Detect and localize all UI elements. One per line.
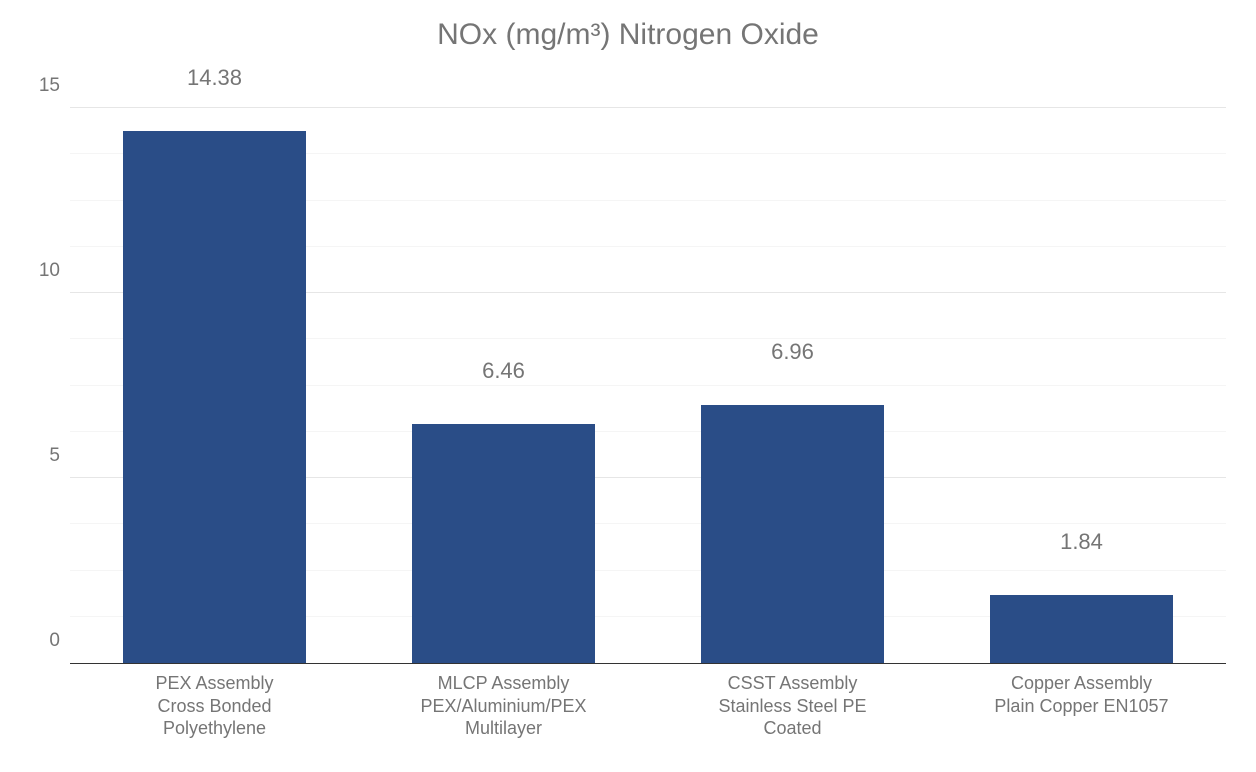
bar-value-label: 14.38 — [187, 65, 242, 91]
bar-value-label: 6.46 — [482, 358, 525, 384]
y-tick-label: 5 — [49, 445, 70, 467]
x-category-label: Copper Assembly Plain Copper EN1057 — [944, 672, 1219, 717]
plot-area-wrap: 05101514.386.466.961.84 PEX Assembly Cro… — [70, 72, 1226, 754]
plot-area: 05101514.386.466.961.84 — [70, 72, 1226, 664]
x-category-label: PEX Assembly Cross Bonded Polyethylene — [77, 672, 352, 740]
bar-value-label: 1.84 — [1060, 529, 1103, 555]
x-category-label: CSST Assembly Stainless Steel PE Coated — [655, 672, 930, 740]
bar — [701, 405, 883, 663]
y-tick-label: 10 — [39, 260, 70, 282]
bar — [412, 424, 594, 663]
bar — [123, 131, 305, 663]
nox-bar-chart: NOx (mg/m³) Nitrogen Oxide 0 5 10 15 14.38 6.… — [0, 0, 1256, 772]
y-tick-label: 0 — [49, 630, 70, 652]
y-tick-label: 15 — [39, 75, 70, 97]
x-category-label: MLCP Assembly PEX/Aluminium/PEX Multilay… — [366, 672, 641, 740]
major-gridline — [70, 107, 1226, 108]
bar — [990, 595, 1172, 663]
chart-title: NOx (mg/m³) Nitrogen Oxide — [0, 0, 1256, 52]
bar-value-label: 6.96 — [771, 339, 814, 365]
